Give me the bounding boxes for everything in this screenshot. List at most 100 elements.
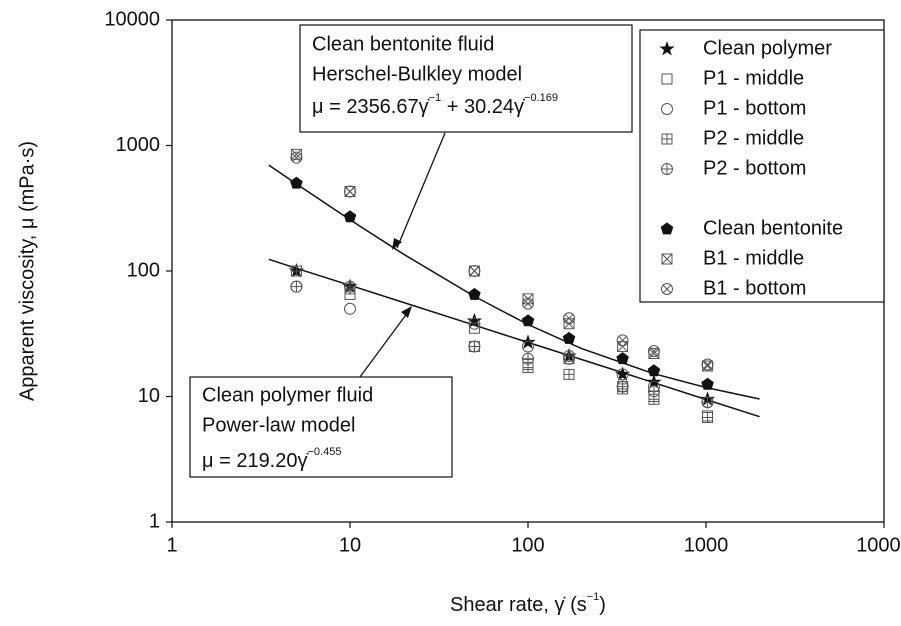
data-point-part <box>523 293 533 304</box>
data-point-part <box>290 281 302 293</box>
data-point-part <box>648 385 660 397</box>
data-point-part <box>343 210 357 223</box>
data-point-part <box>468 265 481 277</box>
equation-exponent: −1 <box>429 92 442 104</box>
data-point-part <box>647 364 661 377</box>
data-point <box>468 340 481 353</box>
x-axis-label: Shear rate, γ̇ (s−1) <box>450 591 606 616</box>
x-tick-label: 10 <box>339 534 361 556</box>
legend-marker <box>661 103 673 115</box>
legend-marker-part <box>661 103 673 115</box>
data-point-part <box>522 340 534 353</box>
data-point <box>563 350 576 363</box>
data-point <box>616 368 629 381</box>
data-point <box>616 352 629 365</box>
equation-exponent: −0.455 <box>308 446 342 458</box>
data-point <box>647 364 661 377</box>
data-point-part <box>647 345 660 358</box>
data-point <box>701 358 714 371</box>
legend-marker-part <box>660 222 674 235</box>
equation-exponent: −0.169 <box>524 92 558 104</box>
annotation-text: Clean polymer fluid <box>202 384 373 406</box>
data-point-part <box>562 331 576 344</box>
data-point <box>701 377 714 390</box>
annotation-equation: μ = 2356.67γ̇−1 + 30.24γ̇−0.169 <box>312 92 558 118</box>
legend-marker-part <box>661 133 673 145</box>
data-point-part <box>563 368 575 380</box>
data-point-part <box>290 176 303 189</box>
arrow-head <box>401 306 412 318</box>
data-point <box>522 297 534 310</box>
y-axis-label: Apparent viscosity, μ (mPa·s) <box>16 141 38 401</box>
data-point <box>468 287 481 300</box>
data-point-part <box>563 350 575 362</box>
data-point <box>616 334 629 347</box>
data-point-part <box>468 322 480 334</box>
equation-part: + 30.24γ̇ <box>441 96 525 118</box>
y-tick-label: 1 <box>149 510 160 532</box>
data-point-part <box>468 317 481 330</box>
legend-marker-part <box>662 254 672 264</box>
legend-label: Clean bentonite <box>703 217 843 239</box>
data-point-part <box>468 341 480 353</box>
legend-marker-part <box>661 253 673 265</box>
legend-marker <box>660 222 674 235</box>
data-point-part <box>523 299 533 308</box>
legend-marker <box>661 253 673 265</box>
data-point <box>522 340 534 353</box>
fit-line <box>268 164 760 400</box>
legend-marker-part <box>661 283 673 295</box>
data-point-part <box>520 334 536 349</box>
legend-marker-part <box>661 163 673 175</box>
legend-marker <box>661 133 673 145</box>
data-point <box>290 265 302 277</box>
y-tick-label: 10 <box>138 385 160 407</box>
data-point-part <box>616 334 629 347</box>
data-point <box>702 412 714 424</box>
data-point-part <box>617 341 629 353</box>
x-tick-label: 1 <box>166 534 177 556</box>
x-tick-label: 1000 <box>684 534 729 556</box>
annotation-box <box>189 376 453 478</box>
data-point <box>562 331 576 344</box>
annotation-text: Power-law model <box>202 414 355 436</box>
data-point <box>522 352 534 365</box>
data-point <box>647 385 660 398</box>
data-point-part <box>616 368 629 381</box>
data-point <box>520 334 536 349</box>
equation-part: μ = 219.20γ̇ <box>202 450 308 472</box>
data-point <box>468 265 481 277</box>
data-point <box>344 185 356 198</box>
data-point <box>563 368 575 380</box>
annotation-arrow <box>359 311 409 378</box>
arrow-head <box>392 238 402 250</box>
legend-label: P1 - middle <box>703 67 804 89</box>
x-axis-label-part: Shear rate, γ̇ (s <box>450 594 587 616</box>
data-point-part <box>522 353 534 365</box>
data-point-part <box>649 346 659 356</box>
data-point <box>616 380 629 393</box>
legend-marker <box>661 283 673 295</box>
data-point-part <box>616 352 629 365</box>
legend-marker <box>661 163 673 175</box>
data-point <box>646 374 662 389</box>
data-point-part <box>618 336 627 345</box>
legend-marker-part <box>662 284 672 294</box>
data-point <box>617 341 629 353</box>
data-point-part <box>344 302 356 315</box>
data-point-part <box>290 151 303 164</box>
annotation-equation: μ = 219.20γ̇−0.455 <box>202 446 341 472</box>
data-point-part <box>701 377 714 390</box>
x-axis-label-sup: −1 <box>587 591 600 603</box>
data-point-part <box>617 381 629 393</box>
data-point-part <box>344 281 356 293</box>
data-point-part <box>290 265 302 277</box>
data-point-part <box>702 396 714 408</box>
x-tick-label: 100 <box>511 534 544 556</box>
data-point-part <box>564 314 574 323</box>
x-tick-label: 10000 <box>856 534 901 556</box>
data-point-part <box>468 287 481 300</box>
data-point <box>563 312 576 325</box>
legend-box <box>639 29 885 303</box>
